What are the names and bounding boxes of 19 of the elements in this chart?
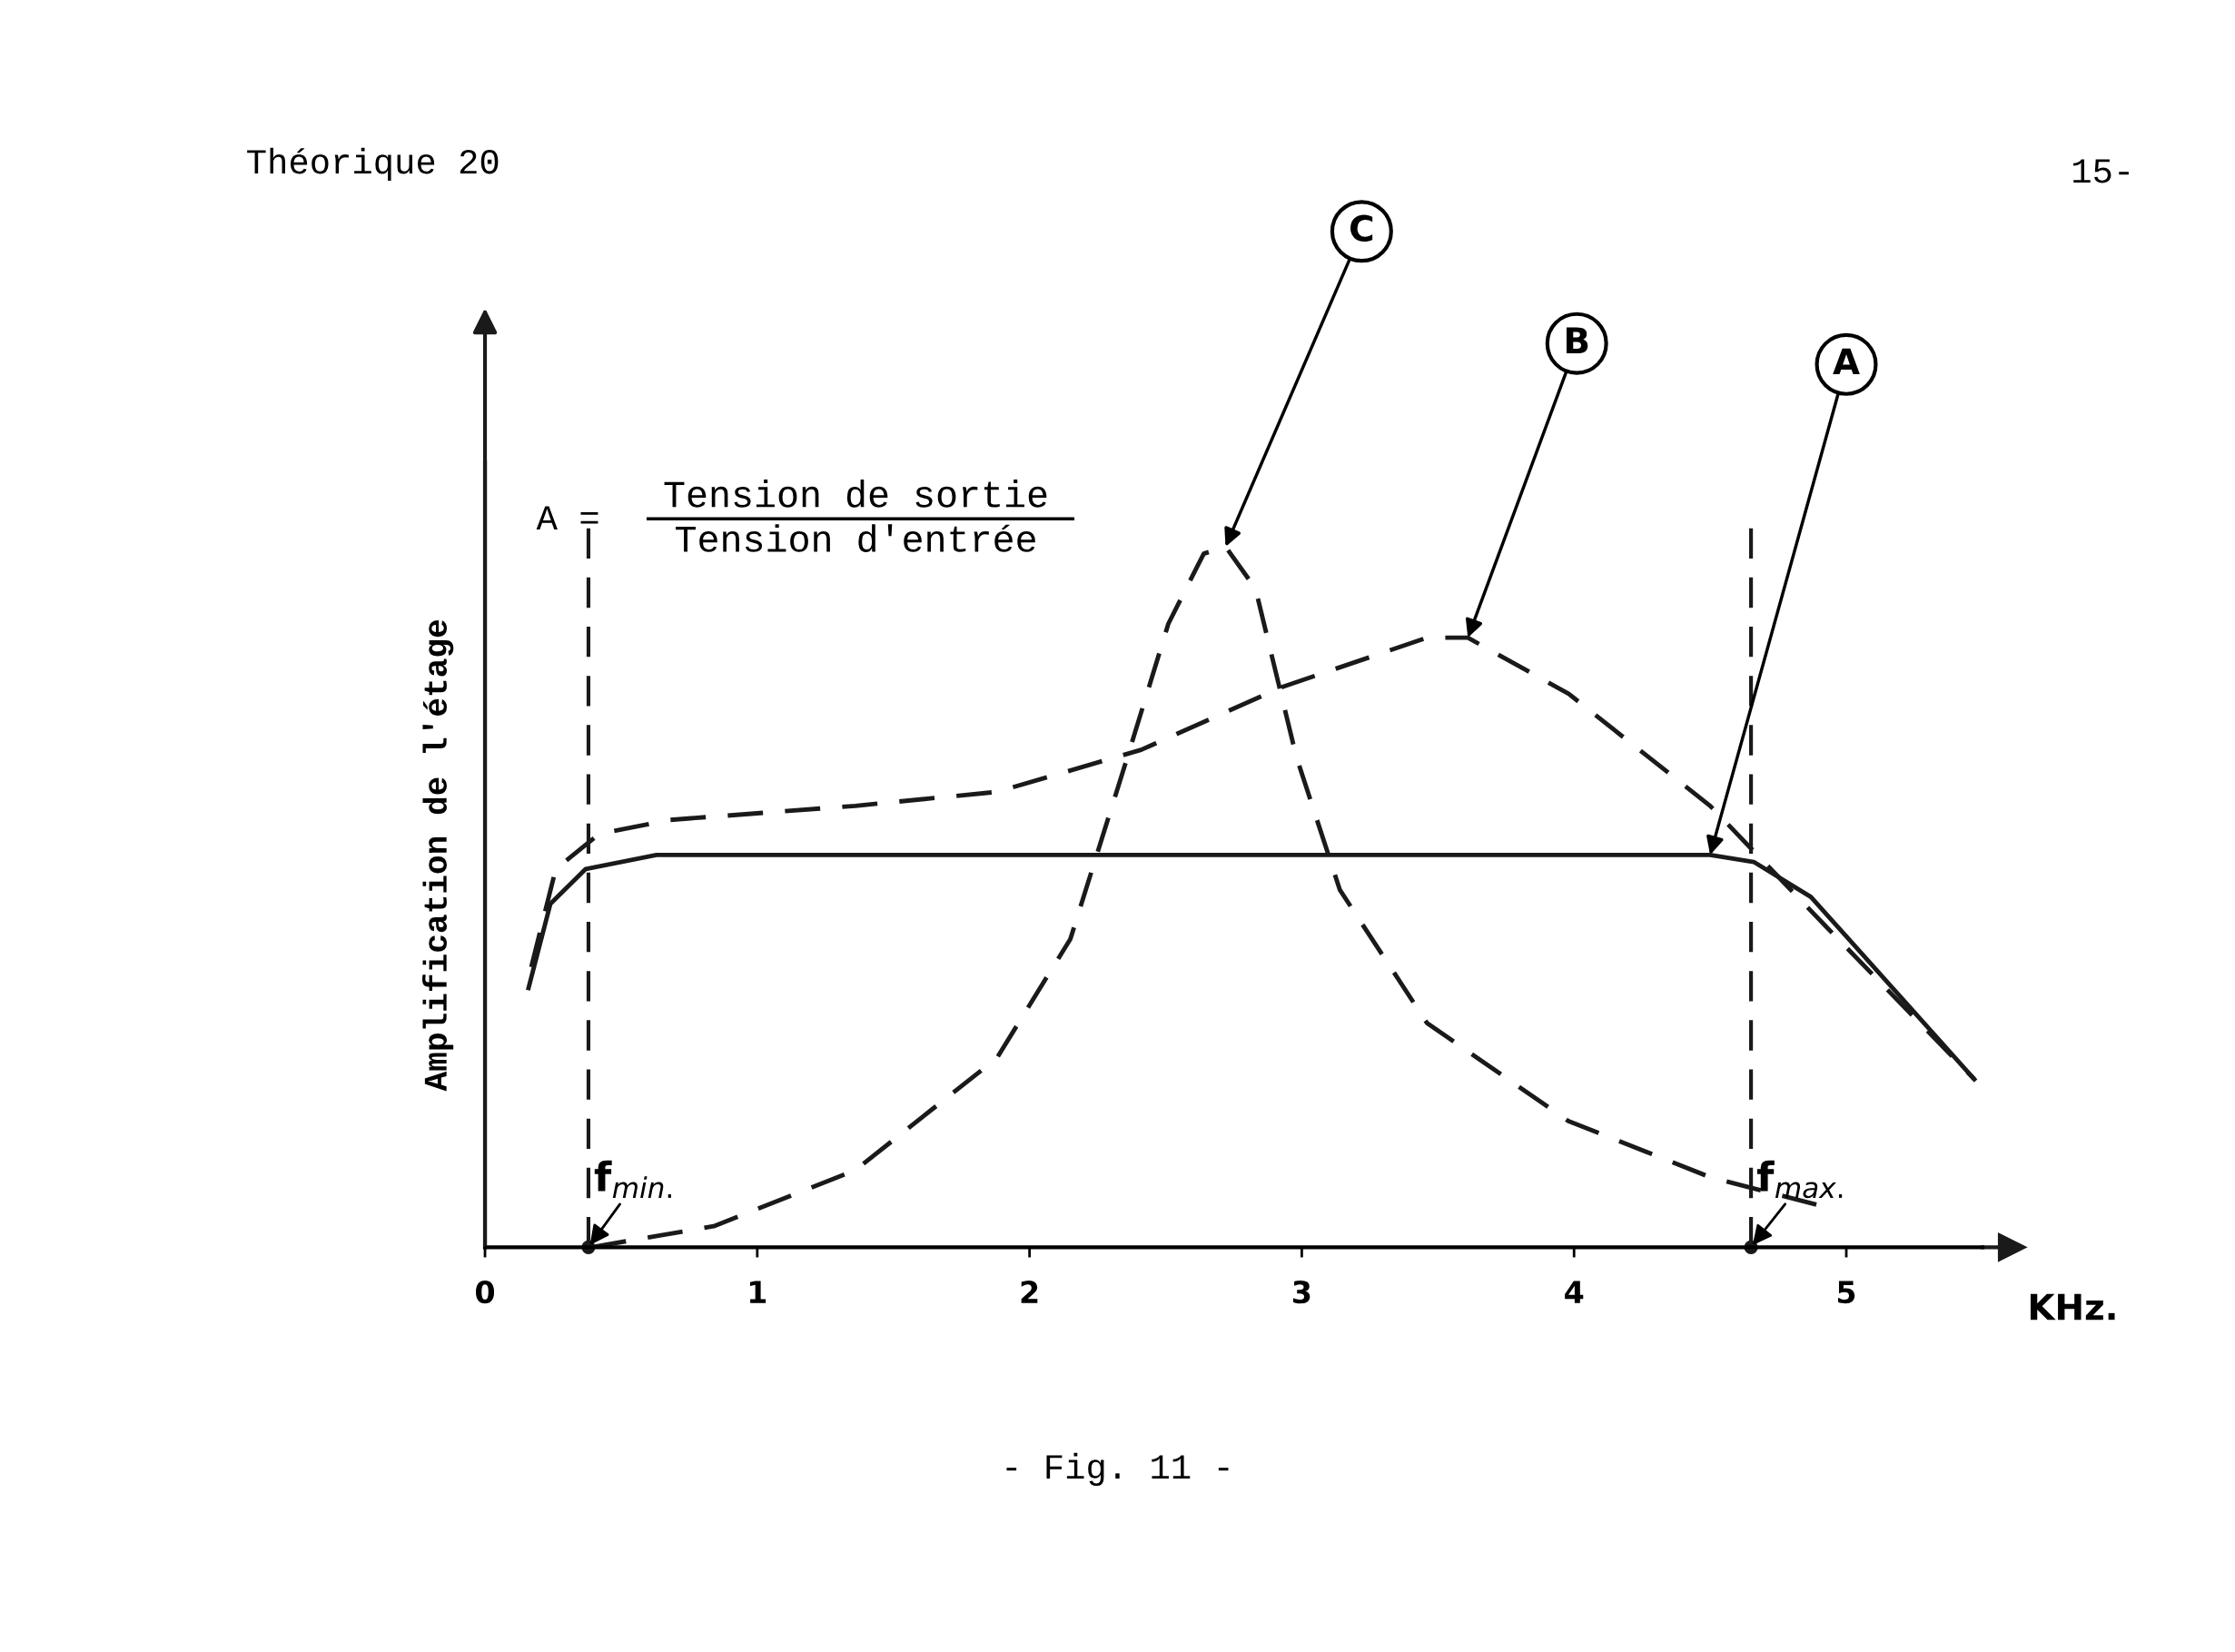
ref-line-label: f$_{min.}$: [594, 1160, 671, 1198]
annotation: C: [1350, 214, 1373, 242]
text: - Fig. 11 -: [1006, 1452, 1229, 1487]
ref-line-label: f$_{max.}$: [1756, 1160, 1843, 1199]
y-axis-title: Amplification de l'étage: [421, 620, 454, 1092]
text: A =: [536, 506, 598, 530]
x-tick-label: 2: [1021, 1281, 1038, 1303]
x-tick-label: 5: [1837, 1281, 1855, 1304]
annotation: Tension d'entrée: [676, 524, 1035, 552]
text: Tension de sortie: [664, 480, 1047, 508]
x-tick-label: 4: [1565, 1281, 1584, 1303]
annotation: B: [1566, 327, 1588, 353]
text: 15-: [2073, 159, 2129, 183]
annotation: A: [1833, 348, 1860, 375]
chart-subtitle: Théorique 20: [247, 147, 499, 182]
x-tick-label: 3: [1293, 1281, 1310, 1304]
x-tick-label: 0: [476, 1281, 495, 1304]
x-axis-title: KHz.: [2030, 1293, 2115, 1321]
x-tick-label: 1: [750, 1281, 766, 1303]
